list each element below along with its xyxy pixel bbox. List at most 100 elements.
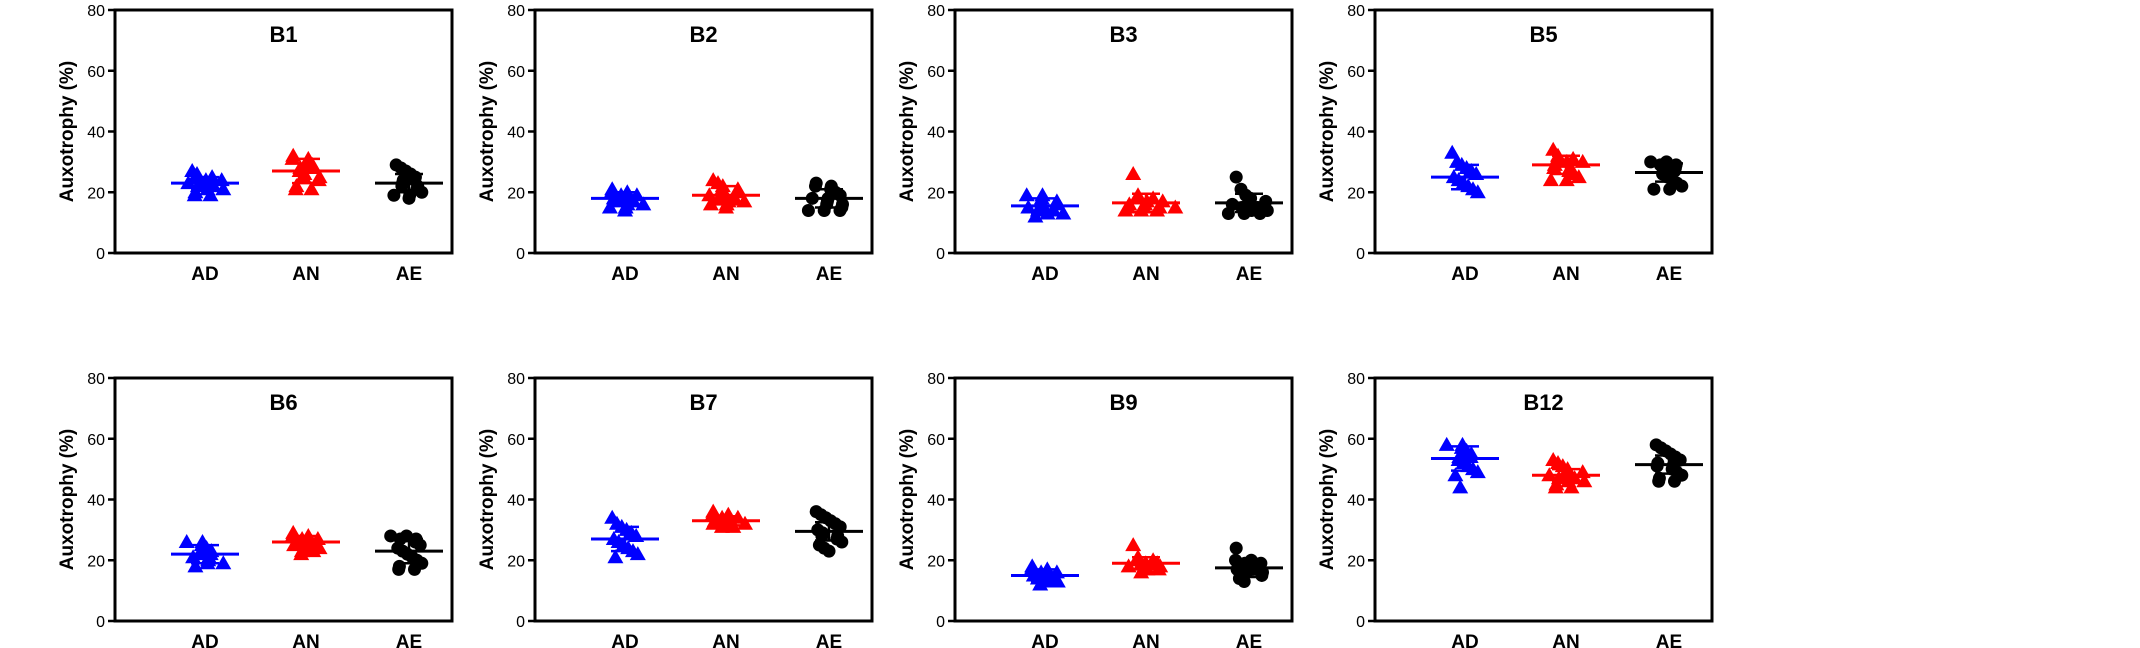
y-tick-label: 40 [507,493,525,510]
y-tick-label: 60 [927,64,945,81]
y-axis-label: Auxotrophy (%) [477,429,498,570]
data-point-circle [408,562,421,576]
y-axis-label: Auxotrophy (%) [1317,61,1338,202]
data-point-triangle [718,199,734,214]
data-point-triangle [295,169,312,184]
data-point-triangle [629,546,646,561]
data-point-circle [822,544,836,558]
data-point-triangle [737,515,753,530]
category-label: AN [1132,632,1159,648]
y-tick-label: 40 [927,125,945,142]
y-tick-label: 40 [1347,493,1365,510]
series-ae [375,158,443,205]
data-point-triangle [617,202,633,217]
data-point-triangle [215,181,232,196]
data-point-triangle [1444,144,1461,159]
series-ad [591,509,659,564]
category-label: AN [1132,264,1159,285]
data-point-triangle [1125,166,1142,181]
data-point-triangle [305,543,322,558]
data-point-circle [1668,474,1681,488]
y-tick-label: 20 [507,185,525,202]
data-point-triangle [1133,564,1150,579]
data-point-triangle [1167,199,1184,214]
data-point-circle [1229,541,1243,555]
series-an [272,524,340,561]
category-label: AN [712,264,739,285]
y-tick-label: 60 [1347,64,1365,81]
y-tick-label: 0 [516,246,525,263]
y-tick-label: 0 [1356,246,1365,263]
series-an [692,503,760,533]
data-point-circle [809,179,822,193]
category-label: AN [1552,632,1579,648]
data-point-triangle [287,181,304,196]
data-point-circle [1647,182,1661,196]
series-ae [795,176,863,217]
category-label: AD [1031,264,1058,285]
data-point-circle [1237,575,1251,589]
data-point-triangle [635,196,652,211]
series-an [272,147,340,196]
data-point-triangle [202,187,219,202]
data-point-triangle [1570,169,1587,184]
y-tick-label: 60 [507,64,525,81]
y-tick-label: 40 [87,493,105,510]
chart-panel-b5: B5 0 20 40 60 80 Auxotrophy (%) AD AN AE [1317,3,1714,285]
y-tick-label: 80 [927,3,945,20]
data-point-circle [1663,182,1677,196]
category-label: AN [1552,264,1579,285]
series-an [1112,537,1180,579]
y-tick-label: 60 [927,432,945,449]
data-point-triangle [187,558,204,573]
y-axis-label: Auxotrophy (%) [897,429,918,570]
data-point-triangle [736,193,753,208]
data-point-triangle [1558,172,1575,187]
series-ad [591,181,659,217]
series-ae [795,505,863,558]
data-point-triangle [1438,436,1455,451]
y-tick-label: 0 [516,614,525,631]
series-an [1532,452,1600,494]
data-point-triangle [1055,205,1072,220]
data-point-circle [801,203,815,217]
data-point-circle [1675,179,1689,193]
y-tick-label: 20 [87,553,105,570]
data-point-triangle [186,187,203,202]
y-tick-label: 0 [96,614,105,631]
category-label: AD [1451,632,1478,648]
chart-title: B12 [1523,390,1563,415]
data-point-triangle [185,549,202,564]
data-point-triangle [1125,537,1142,552]
data-point-triangle [1129,190,1146,205]
y-tick-label: 80 [507,371,525,388]
category-label: AE [396,264,422,285]
data-point-triangle [710,190,727,205]
category-label: AE [1236,632,1262,648]
data-point-triangle [178,534,195,549]
y-tick-label: 80 [1347,3,1365,20]
data-point-triangle [702,196,719,211]
data-point-triangle [601,199,618,214]
data-point-triangle [1117,202,1134,217]
y-tick-label: 0 [1356,614,1365,631]
data-point-circle [402,191,416,205]
data-point-triangle [1547,479,1564,494]
category-label: AD [1031,632,1058,648]
chart-panel-b12: B12 0 20 40 60 80 Auxotrophy (%) AD AN AE [1317,371,1714,648]
chart-title: B1 [269,22,297,47]
category-label: AD [1451,264,1478,285]
y-tick-label: 0 [96,246,105,263]
series-ad [1431,144,1499,199]
data-point-circle [387,188,401,202]
y-tick-label: 40 [1347,125,1365,142]
data-point-triangle [1447,467,1464,482]
series-ae [1635,438,1703,488]
y-tick-label: 80 [507,3,525,20]
y-tick-label: 0 [936,246,945,263]
data-point-circle [392,562,406,576]
y-tick-label: 40 [507,125,525,142]
chart-panel-b9: B9 0 20 40 60 80 Auxotrophy (%) AD AN AE [897,371,1294,648]
data-point-circle [1221,207,1235,221]
